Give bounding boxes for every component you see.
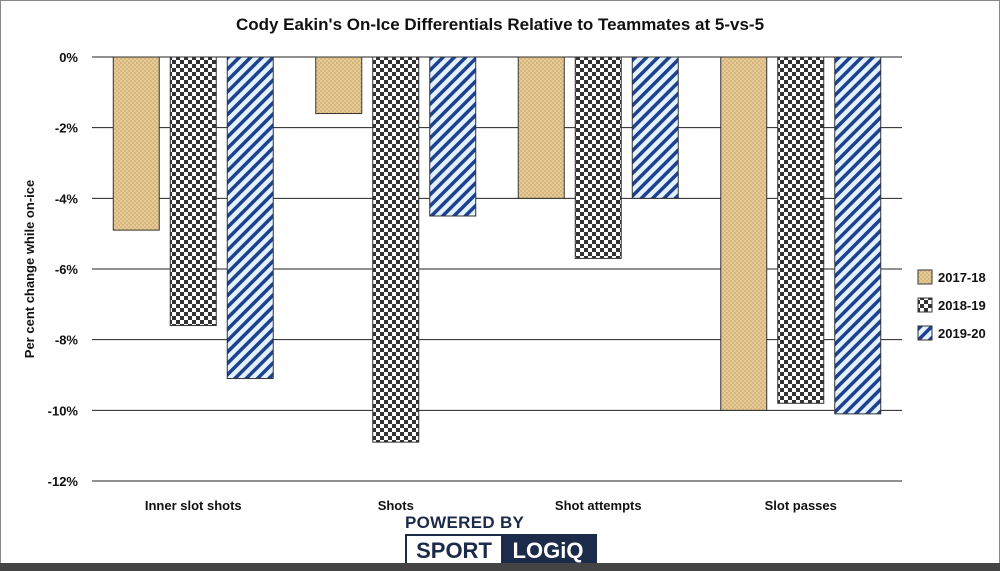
x-tick-label: Shots [378,498,414,513]
y-tick-label: -2% [55,121,79,136]
logo-logiq: LOGiQ [501,536,595,566]
bar-2018-19 [372,56,420,443]
bar-2017-18 [112,56,160,231]
bottom-bar [0,563,1000,571]
bar-2019-20 [429,56,477,217]
legend-swatch-2019-20 [917,325,933,341]
bar-2019-20 [226,56,274,380]
y-tick-label: -12% [48,474,79,489]
bar-2017-18 [315,56,363,115]
bar-2018-19 [777,56,825,404]
bar-2019-20 [631,56,679,199]
legend-label: 2019-20 [938,326,986,341]
legend-swatch-2017-18 [917,269,933,285]
sportlogiq-logo: POWERED BY SPORT LOGiQ [405,514,597,568]
bar-2017-18 [517,56,565,199]
x-tick-label: Shot attempts [555,498,642,513]
logo-sport: SPORT [407,536,501,566]
y-tick-label: -4% [55,191,79,206]
y-axis-label: Per cent change while on-ice [22,180,37,358]
y-tick-label: -6% [55,262,79,277]
legend-label: 2017-18 [938,270,986,285]
bar-2019-20 [834,56,882,415]
y-tick-label: -8% [55,333,79,348]
bar-2018-19 [574,56,622,259]
powered-by-text: POWERED BY [405,513,525,532]
bar-2018-19 [169,56,217,327]
chart-title: Cody Eakin's On-Ice Differentials Relati… [236,15,764,34]
x-tick-label: Slot passes [765,498,837,513]
y-tick-label: 0% [59,50,78,65]
bar-2017-18 [720,56,768,411]
y-tick-label: -10% [48,403,79,418]
legend-label: 2018-19 [938,298,986,313]
legend-swatch-2018-19 [917,297,933,313]
x-tick-label: Inner slot shots [145,498,242,513]
